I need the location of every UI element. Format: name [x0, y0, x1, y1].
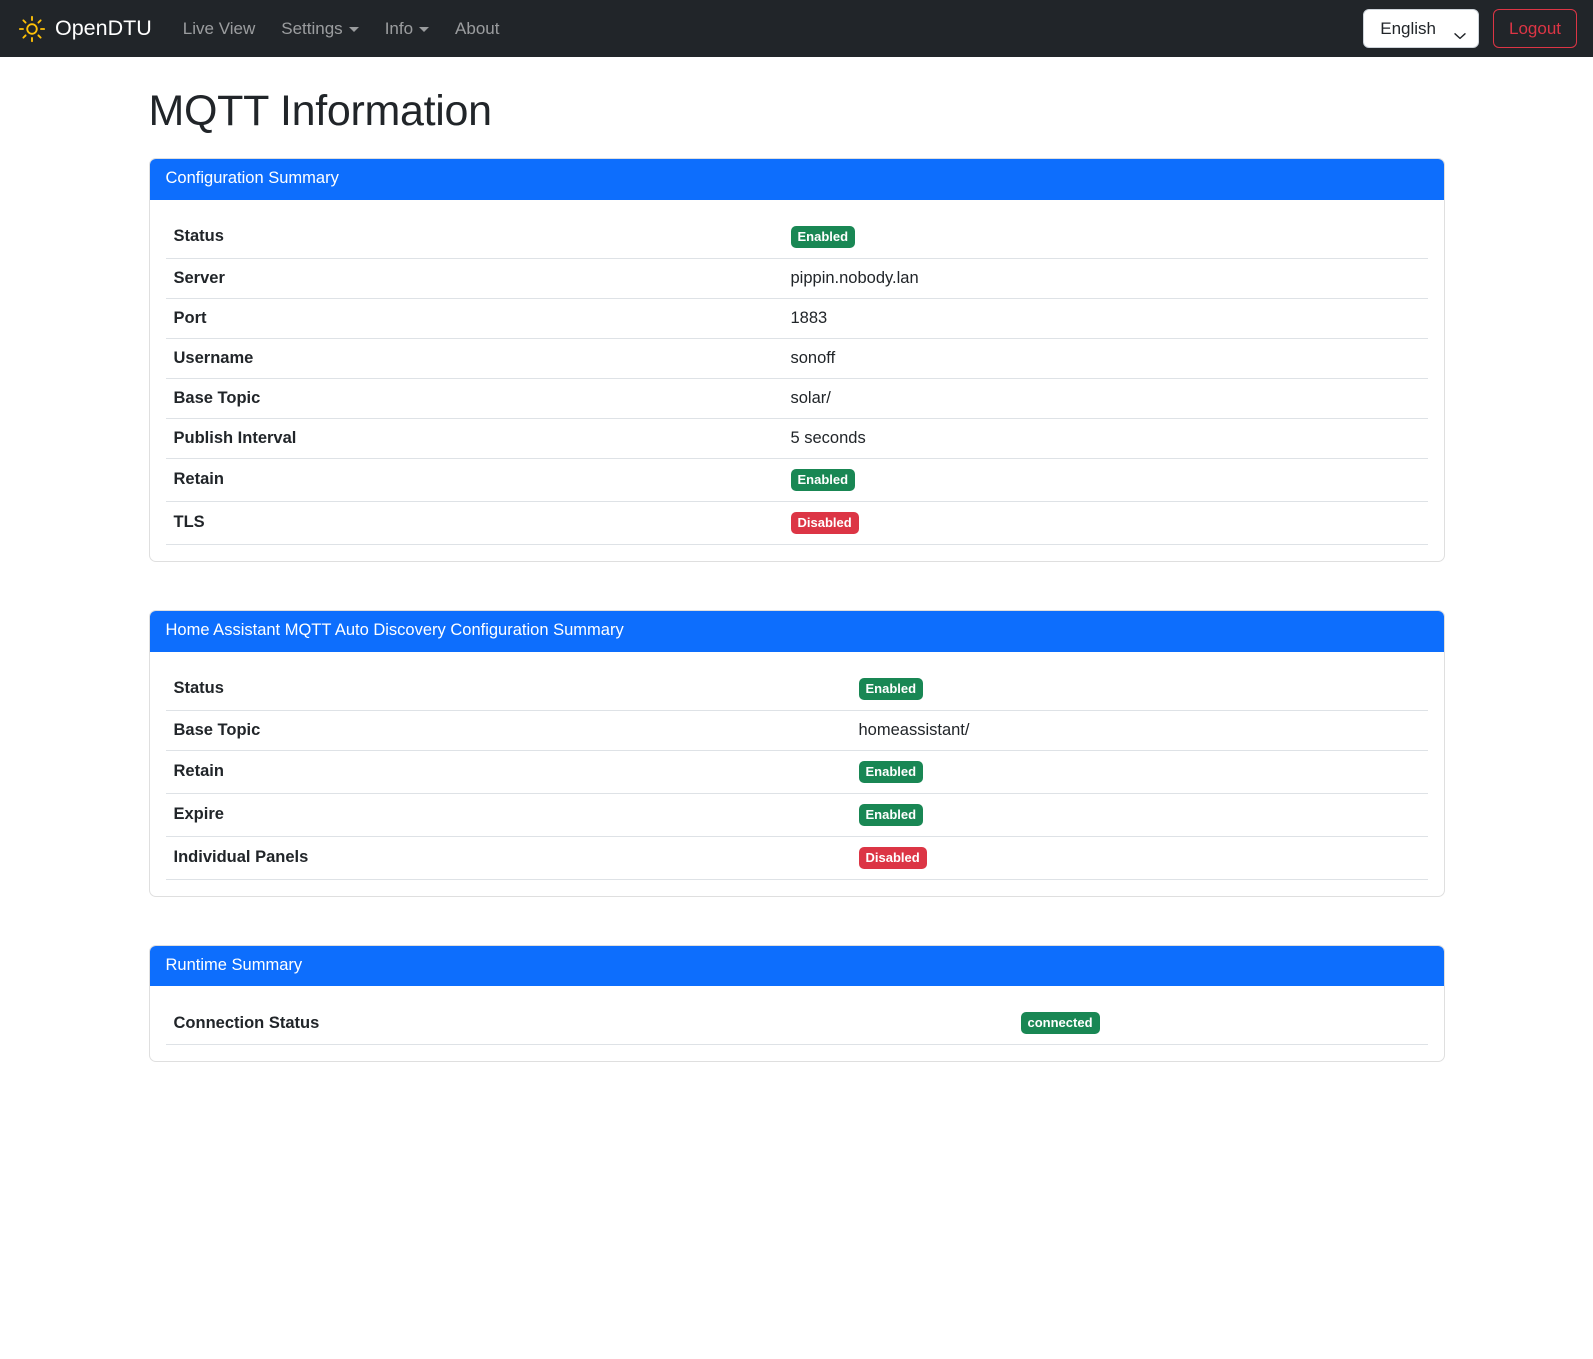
- connection-status-badge: connected: [1020, 1012, 1100, 1035]
- card-body-configuration-summary: Status Enabled Server pippin.nobody.lan …: [150, 200, 1444, 561]
- table-row: Publish Interval 5 seconds: [165, 418, 1428, 459]
- row-value: homeassistant/: [850, 710, 1428, 751]
- language-select-value: English: [1380, 18, 1436, 38]
- card-home-assistant-summary: Home Assistant MQTT Auto Discovery Confi…: [148, 609, 1445, 897]
- status-badge: Disabled: [858, 846, 927, 869]
- row-key: Username: [165, 338, 783, 379]
- page-title: MQTT Information: [148, 87, 493, 135]
- status-badge: Enabled: [858, 677, 924, 700]
- card-header-configuration-summary: Configuration Summary: [149, 159, 1444, 200]
- row-key: Base Topic: [165, 378, 783, 419]
- row-value: Enabled: [850, 750, 1428, 794]
- home-assistant-summary-table: Status Enabled Base Topic homeassistant/…: [165, 667, 1428, 880]
- runtime-summary-table: Connection Status connected: [165, 1002, 1428, 1046]
- row-key: Publish Interval: [165, 418, 783, 459]
- row-key: Connection Status: [165, 1002, 1013, 1046]
- row-key: Port: [165, 298, 783, 339]
- table-row: Retain Enabled: [165, 458, 1428, 502]
- status-badge: Disabled: [790, 511, 859, 534]
- table-row: Port 1883: [165, 298, 1428, 339]
- nav-item-settings-label: Settings: [281, 18, 343, 38]
- nav-links: Live View Settings Info About: [170, 11, 513, 47]
- row-value: connected: [1012, 1002, 1428, 1046]
- row-value: 1883: [782, 298, 1428, 339]
- table-row: TLS Disabled: [165, 501, 1428, 545]
- brand-logo-link[interactable]: OpenDTU: [18, 15, 152, 43]
- row-key: Retain: [165, 750, 851, 794]
- table-row: Status Enabled: [165, 667, 1428, 711]
- chevron-down-icon: [1454, 25, 1466, 39]
- status-badge: Enabled: [790, 468, 856, 491]
- nav-item-about-label: About: [455, 18, 500, 38]
- nav-item-info-label: Info: [384, 18, 414, 38]
- table-row: Retain Enabled: [165, 750, 1428, 794]
- row-key: Status: [165, 667, 851, 711]
- row-value: sonoff: [782, 338, 1428, 379]
- row-key: Individual Panels: [165, 836, 851, 880]
- row-key: Status: [165, 215, 783, 259]
- language-select[interactable]: English: [1363, 9, 1479, 48]
- row-key: Expire: [165, 793, 851, 837]
- card-body-runtime-summary: Connection Status connected: [150, 986, 1444, 1061]
- table-row: Status Enabled: [165, 215, 1428, 259]
- sun-icon: [18, 15, 46, 43]
- row-key: Server: [165, 258, 783, 299]
- table-row: Base Topic homeassistant/: [165, 710, 1428, 751]
- row-key: Base Topic: [165, 710, 851, 751]
- card-configuration-summary: Configuration Summary Status Enabled Ser…: [148, 158, 1445, 562]
- row-value: Enabled: [850, 667, 1428, 711]
- row-value: pippin.nobody.lan: [782, 258, 1428, 299]
- row-value: Enabled: [782, 458, 1428, 502]
- card-runtime-summary: Runtime Summary Connection Status connec…: [148, 944, 1445, 1063]
- chevron-down-icon: [419, 27, 430, 32]
- card-header-home-assistant-summary: Home Assistant MQTT Auto Discovery Confi…: [149, 610, 1444, 652]
- row-value: Disabled: [850, 836, 1428, 880]
- row-value: 5 seconds: [782, 418, 1428, 459]
- configuration-summary-table: Status Enabled Server pippin.nobody.lan …: [165, 215, 1428, 545]
- nav-item-live-view[interactable]: Live View: [170, 11, 268, 47]
- navbar-right-controls: English Logout: [1363, 9, 1577, 48]
- row-key: TLS: [165, 501, 783, 545]
- table-row: Username sonoff: [165, 338, 1428, 379]
- row-key: Retain: [165, 458, 783, 502]
- chevron-down-icon: [348, 27, 359, 32]
- nav-item-settings[interactable]: Settings: [268, 11, 371, 47]
- page-container: MQTT Information Configuration Summary S…: [148, 87, 1445, 1063]
- nav-item-info[interactable]: Info: [372, 11, 442, 47]
- nav-item-about[interactable]: About: [442, 11, 512, 47]
- table-row: Base Topic solar/: [165, 378, 1428, 419]
- row-value: solar/: [782, 378, 1428, 419]
- card-header-runtime-summary: Runtime Summary: [149, 945, 1444, 987]
- row-value: Enabled: [782, 215, 1428, 259]
- row-value: Enabled: [850, 793, 1428, 837]
- table-row: Connection Status connected: [165, 1002, 1428, 1046]
- table-row: Server pippin.nobody.lan: [165, 258, 1428, 299]
- status-badge: Enabled: [858, 760, 924, 783]
- table-row: Expire Enabled: [165, 793, 1428, 837]
- status-badge: Enabled: [858, 803, 924, 826]
- row-value: Disabled: [782, 501, 1428, 545]
- main-navbar: OpenDTU Live View Settings Info About En…: [0, 0, 1593, 57]
- status-badge: Enabled: [790, 225, 856, 248]
- nav-item-live-view-label: Live View: [182, 18, 256, 38]
- card-body-home-assistant-summary: Status Enabled Base Topic homeassistant/…: [150, 652, 1444, 896]
- brand-label: OpenDTU: [55, 16, 152, 40]
- logout-button[interactable]: Logout: [1493, 9, 1577, 48]
- table-row: Individual Panels Disabled: [165, 836, 1428, 880]
